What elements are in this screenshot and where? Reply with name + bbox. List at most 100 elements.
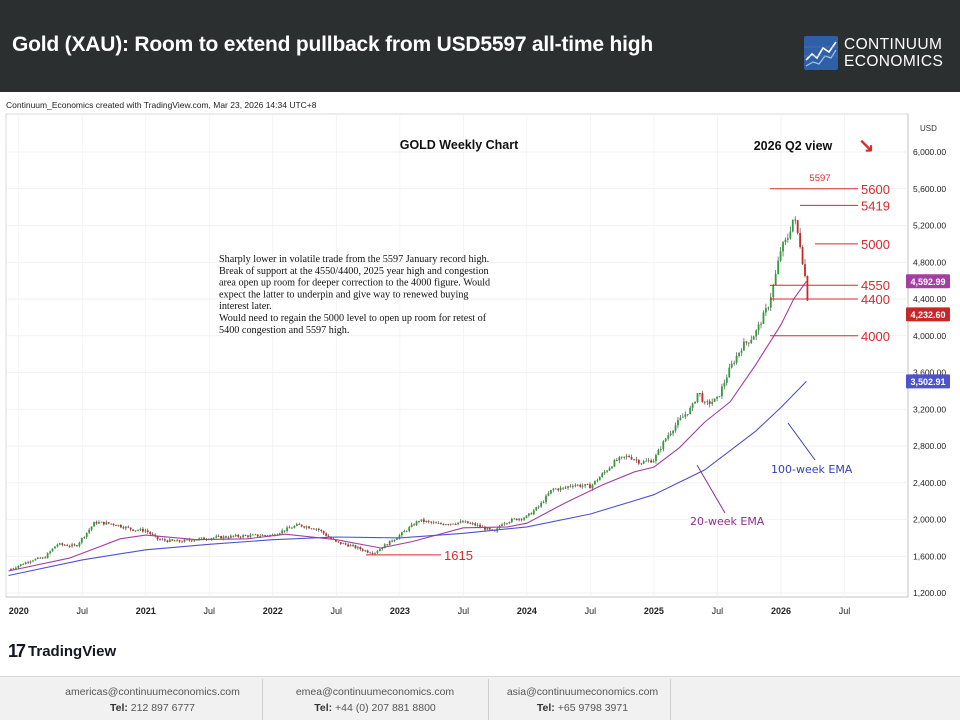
candle-body <box>569 485 572 487</box>
candle-body <box>315 528 318 530</box>
continuum-logo-icon <box>804 36 838 70</box>
candle-body <box>249 535 252 537</box>
candle-body <box>574 485 577 487</box>
email-emea[interactable]: emea@continuumeconomics.com <box>295 686 455 698</box>
tel-label: Tel: <box>314 702 333 714</box>
annotation-line: Sharply lower in volatile trade from the… <box>219 254 489 265</box>
candle-body <box>606 470 609 472</box>
candle-body <box>168 539 171 542</box>
candle-body <box>349 545 352 547</box>
candle-body <box>93 522 95 527</box>
candle-body <box>408 527 411 531</box>
y-tick-label: 5,600.00 <box>913 184 946 194</box>
x-tick-label: Jul <box>585 606 597 616</box>
candle-body <box>369 552 372 554</box>
candle-body <box>225 536 227 538</box>
candle-body <box>73 544 76 546</box>
candle-body <box>71 544 73 547</box>
tag-ema100-bg <box>906 374 950 389</box>
candle-body <box>29 561 32 563</box>
tradingview-logo: 17 TradingView <box>8 641 116 662</box>
candle-body <box>677 419 679 426</box>
candle-body <box>383 544 386 549</box>
candle-body <box>667 435 670 439</box>
candle-body <box>623 456 626 458</box>
candle-body <box>506 523 508 525</box>
candle-body <box>244 535 247 537</box>
candle-body <box>559 487 562 491</box>
candle-body <box>132 529 135 531</box>
candle-body <box>183 539 186 542</box>
tag-ema100: 3,502.91 <box>910 377 945 387</box>
x-tick-label: 2026 <box>771 606 791 616</box>
tag-ema20: 4,592.99 <box>910 277 945 287</box>
candle-body <box>689 407 692 414</box>
candle-body <box>659 449 662 450</box>
candle-body <box>528 513 530 516</box>
candle-body <box>791 219 794 232</box>
candle-body <box>54 546 56 549</box>
candle-body <box>552 488 555 490</box>
candle-body <box>317 528 320 530</box>
candle-body <box>76 545 78 547</box>
candle-body <box>457 522 459 525</box>
y-tick-label: 5,200.00 <box>913 221 946 231</box>
candle-body <box>630 457 633 460</box>
candle-body <box>144 530 147 532</box>
candle-body <box>237 534 240 537</box>
footer-asia: asia@continuumeconomics.com Tel: +65 979… <box>495 677 670 720</box>
ema-lines <box>8 280 807 577</box>
candle-body <box>721 386 723 397</box>
candle-body <box>51 548 54 552</box>
email-americas[interactable]: americas@continuumeconomics.com <box>65 686 240 698</box>
level-label-5419: 5419 <box>861 198 890 213</box>
candle-body <box>286 527 288 532</box>
annotation-line: area open up room for deeper correction … <box>219 278 490 289</box>
candle-body <box>735 355 738 363</box>
email-asia[interactable]: asia@continuumeconomics.com <box>506 686 659 698</box>
candle-body <box>471 523 474 525</box>
x-tick-label: 2022 <box>263 606 283 616</box>
candle-body <box>613 460 616 467</box>
level-label-5000: 5000 <box>861 237 890 252</box>
candle-body <box>488 527 491 530</box>
x-tick-label: 2023 <box>390 606 410 616</box>
candle-body <box>633 459 635 461</box>
candle-body <box>789 231 792 239</box>
candle-body <box>420 519 423 522</box>
candle-body <box>254 534 257 536</box>
candle-body <box>681 416 684 418</box>
candle-body <box>159 539 161 541</box>
candle-body <box>476 524 479 526</box>
candle-body <box>176 540 179 542</box>
candle-body <box>234 534 237 537</box>
down-arrow-icon: ↘ <box>858 134 875 158</box>
candle-body <box>327 535 330 538</box>
ema20-pointer <box>696 464 726 514</box>
candle-body <box>27 562 29 564</box>
candle-body <box>513 518 516 520</box>
candle-body <box>777 260 780 274</box>
candle-body <box>686 413 689 415</box>
candle-body <box>308 526 310 529</box>
candle-body <box>691 403 694 408</box>
candle-body <box>10 568 12 571</box>
page-title: Gold (XAU): Room to extend pullback from… <box>12 33 653 56</box>
x-axis-ticks: 2020 Jul 2021 Jul 2022 Jul 2023 Jul 2024 Jul 2025 J… <box>9 606 851 616</box>
ema20-label: 20-week EMA <box>690 515 765 528</box>
candle-body <box>85 532 88 538</box>
y-tick-label: 6,000.00 <box>913 147 946 157</box>
candle-body <box>557 488 560 491</box>
candle-body <box>68 546 71 547</box>
x-tick-label: Jul <box>458 606 470 616</box>
candle-body <box>799 232 802 248</box>
candle-body <box>83 537 86 538</box>
candle-body <box>723 382 726 387</box>
candle-body <box>462 521 464 523</box>
candle-body <box>393 539 396 542</box>
candle-body <box>198 538 201 540</box>
candle-body <box>24 562 27 565</box>
candle-body <box>161 539 164 541</box>
annotation-line: Would need to regain the 5000 level to o… <box>219 313 487 324</box>
candle-body <box>625 455 628 457</box>
